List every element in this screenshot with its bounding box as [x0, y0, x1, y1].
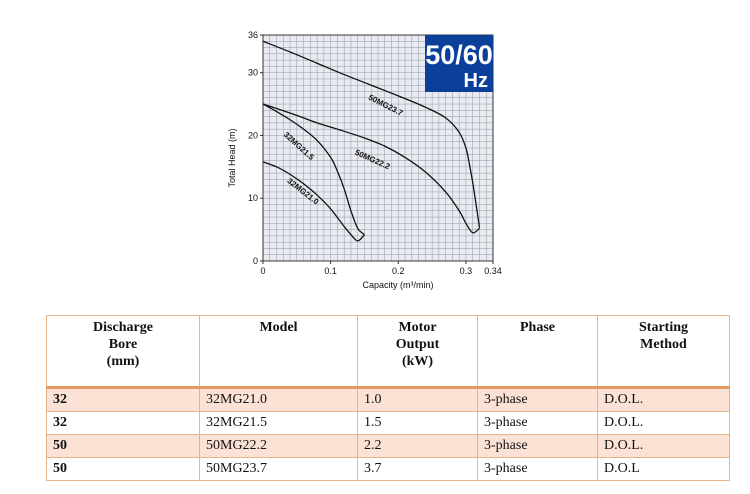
x-tick-label: 0: [260, 266, 265, 276]
header-text: Motor: [398, 320, 437, 335]
y-tick-label: 0: [253, 256, 258, 266]
cell-bore: 50: [46, 457, 200, 481]
cell-model: 50MG23.7: [199, 457, 358, 481]
cell-phase: 3-phase: [477, 386, 598, 412]
table-header-row: Discharge Bore (mm) Model Motor Output (…: [46, 315, 730, 388]
curve-50MG23.7: [262, 40, 481, 228]
table-row: 32 32MG21.5 1.5 3-phase D.O.L.: [46, 411, 730, 435]
cell-bore: 32: [46, 386, 200, 412]
table-row: 50 50MG22.2 2.2 3-phase D.O.L.: [46, 434, 730, 458]
header-text: (kW): [401, 354, 434, 369]
cell-output: 1.0: [357, 386, 478, 412]
header-text: Model: [259, 320, 298, 335]
y-tick-label: 10: [248, 193, 258, 203]
hz-badge-sub-text: Hz: [464, 70, 488, 92]
x-tick-label: 0.1: [324, 266, 337, 276]
performance-chart: 0 0.1 0.2 0.3 0.34 0 10 20 30 36 Capacity (m³/min)…: [227, 30, 502, 290]
plot-frame: [262, 34, 494, 262]
cell-phase: 3-phase: [477, 434, 598, 458]
header-starting-method: Starting Method: [597, 315, 730, 388]
cell-bore: 32: [46, 411, 200, 435]
cell-bore: 50: [46, 434, 200, 458]
header-discharge-bore: Discharge Bore (mm): [46, 315, 200, 388]
cell-output: 3.7: [357, 457, 478, 481]
header-text: (mm): [106, 354, 140, 369]
cell-output: 1.5: [357, 411, 478, 435]
header-phase: Phase: [477, 315, 598, 388]
cell-method: D.O.L.: [597, 434, 730, 458]
curve-50MG22.2: [262, 103, 480, 234]
header-text: Starting: [639, 320, 688, 335]
x-tick-label: 0.34: [484, 266, 502, 276]
hz-badge: [425, 35, 493, 92]
header-text: Bore: [108, 337, 138, 352]
x-tick-label: 0.2: [392, 266, 405, 276]
cell-method: D.O.L.: [597, 411, 730, 435]
header-text: Method: [640, 337, 687, 352]
performance-chart-svg: 0 0.1 0.2 0.3 0.34 0 10 20 30 36 Capacity (m³/min)…: [227, 30, 502, 290]
cell-model: 32MG21.5: [199, 411, 358, 435]
spec-table: Discharge Bore (mm) Model Motor Output (…: [46, 315, 730, 481]
cell-phase: 3-phase: [477, 457, 598, 481]
y-tick-label: 30: [248, 68, 258, 78]
cell-phase: 3-phase: [477, 411, 598, 435]
table-row: 32 32MG21.0 1.0 3-phase D.O.L.: [46, 386, 730, 412]
header-text: Output: [395, 337, 440, 352]
x-tick-label: 0.3: [460, 266, 473, 276]
table-row: 50 50MG23.7 3.7 3-phase D.O.L: [46, 457, 730, 481]
curve-32MG21.0: [262, 161, 365, 242]
hz-badge-main-text: 50/60: [425, 40, 493, 70]
cell-method: D.O.L.: [597, 386, 730, 412]
curve-32MG21.5: [262, 103, 365, 236]
header-text: Phase: [520, 320, 555, 335]
y-tick-label: 20: [248, 130, 258, 140]
cell-model: 32MG21.0: [199, 386, 358, 412]
header-text: Discharge: [93, 320, 153, 335]
y-axis-label: Total Head (m): [227, 128, 237, 187]
cell-model: 50MG22.2: [199, 434, 358, 458]
cell-output: 2.2: [357, 434, 478, 458]
x-axis-label: Capacity (m³/min): [362, 280, 433, 290]
y-tick-label: 36: [248, 30, 258, 40]
header-motor-output: Motor Output (kW): [357, 315, 478, 388]
cell-method: D.O.L: [597, 457, 730, 481]
header-model: Model: [199, 315, 358, 388]
